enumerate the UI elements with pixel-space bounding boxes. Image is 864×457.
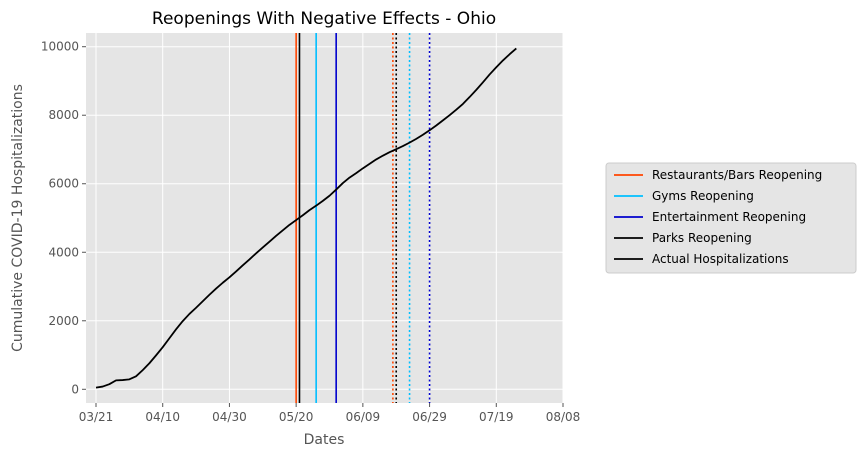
legend-label-4: Actual Hospitalizations xyxy=(652,252,789,266)
y-tick-label: 10000 xyxy=(41,40,79,54)
x-axis-ticks: 03/21 04/10 04/30 05/20 06/09 06/29 07/19 08/08 xyxy=(79,403,581,424)
chart-title: Reopenings With Negative Effects - Ohio xyxy=(152,9,496,29)
legend-label-1: Gyms Reopening xyxy=(652,189,754,203)
y-axis-label: Cumulative COVID-19 Hospitalizations xyxy=(10,84,26,352)
x-tick-label: 04/10 xyxy=(145,410,180,424)
legend-label-2: Entertainment Reopening xyxy=(652,210,806,224)
legend-label-3: Parks Reopening xyxy=(652,231,752,245)
x-tick-label: 04/30 xyxy=(212,410,247,424)
y-tick-label: 6000 xyxy=(48,177,79,191)
x-tick-label: 07/19 xyxy=(479,410,514,424)
x-tick-label: 05/20 xyxy=(279,410,314,424)
x-tick-label: 08/08 xyxy=(546,410,581,424)
series-line-0 xyxy=(95,47,517,389)
y-tick-label: 8000 xyxy=(48,108,79,122)
x-tick-label: 03/21 xyxy=(79,410,114,424)
y-tick-label: 4000 xyxy=(48,245,79,259)
x-tick-label: 06/29 xyxy=(412,410,447,424)
y-tick-label: 2000 xyxy=(48,314,79,328)
y-axis-ticks: 0 2000 4000 6000 8000 10000 xyxy=(41,40,86,396)
legend-label-0: Restaurants/Bars Reopening xyxy=(652,168,822,182)
legend: Restaurants/Bars Reopening Gyms Reopening… xyxy=(605,162,857,274)
plot-area xyxy=(86,33,563,403)
y-tick-label: 0 xyxy=(71,382,79,396)
series-lines xyxy=(95,47,517,389)
x-tick-label: 06/09 xyxy=(346,410,381,424)
x-axis-label: Dates xyxy=(304,432,345,448)
legend-box xyxy=(605,162,857,274)
